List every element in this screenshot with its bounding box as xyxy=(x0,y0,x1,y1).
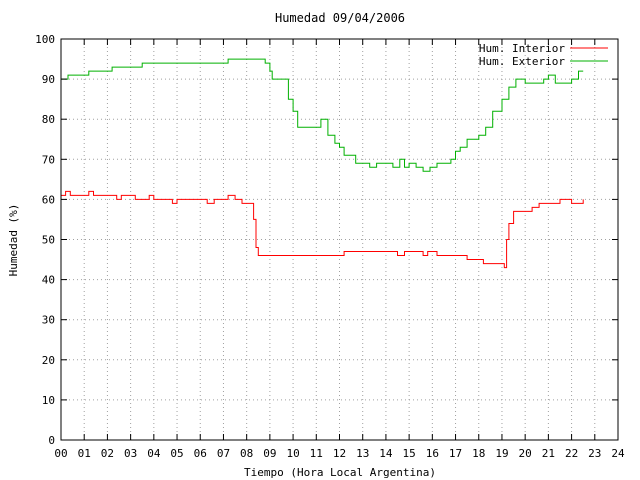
x-tick-label: 06 xyxy=(194,447,207,460)
x-tick-label: 12 xyxy=(333,447,346,460)
y-tick-label: 70 xyxy=(42,153,55,166)
grid-lines xyxy=(61,39,618,440)
y-tick-label: 100 xyxy=(35,33,55,46)
y-tick-label: 10 xyxy=(42,394,55,407)
chart-legend: Hum. Interior Hum. Exterior xyxy=(479,42,608,68)
y-tick-label: 90 xyxy=(42,73,55,86)
x-tick-label: 00 xyxy=(54,447,67,460)
legend-label-interior: Hum. Interior xyxy=(479,42,565,55)
x-tick-label: 11 xyxy=(310,447,323,460)
x-tick-label: 07 xyxy=(217,447,230,460)
chart-title: Humedad 09/04/2006 xyxy=(275,11,405,25)
legend-entry-exterior: Hum. Exterior xyxy=(479,55,608,68)
y-tick-label: 40 xyxy=(42,274,55,287)
x-tick-label: 23 xyxy=(588,447,601,460)
y-tick-label: 60 xyxy=(42,193,55,206)
x-tick-label: 16 xyxy=(426,447,439,460)
axis-ticks xyxy=(60,38,619,441)
x-tick-label: 19 xyxy=(495,447,508,460)
series-line-interior xyxy=(61,190,584,269)
y-tick-label: 80 xyxy=(42,113,55,126)
x-tick-label: 18 xyxy=(472,447,485,460)
legend-label-exterior: Hum. Exterior xyxy=(479,55,565,68)
x-tick-label: 14 xyxy=(379,447,393,460)
y-tick-label: 0 xyxy=(48,434,55,447)
y-tick-label: 20 xyxy=(42,354,55,367)
x-tick-label: 13 xyxy=(356,447,369,460)
x-tick-label: 01 xyxy=(78,447,91,460)
x-tick-label: 21 xyxy=(542,447,555,460)
x-tick-label: 15 xyxy=(403,447,416,460)
y-tick-label: 50 xyxy=(42,234,55,247)
x-tick-label: 08 xyxy=(240,447,253,460)
x-tick-label: 04 xyxy=(147,447,161,460)
y-tick-label: 30 xyxy=(42,314,55,327)
series-layer xyxy=(61,58,584,269)
x-tick-label: 09 xyxy=(263,447,276,460)
x-tick-label: 22 xyxy=(565,447,578,460)
x-tick-label: 02 xyxy=(101,447,114,460)
x-axis-tick-labels: 00 01 02 03 04 05 06 07 08 09 10 11 12 13 14 15 16 17 18 19… xyxy=(54,447,625,460)
x-axis-title: Tiempo (Hora Local Argentina) xyxy=(244,466,436,479)
x-tick-label: 03 xyxy=(124,447,137,460)
x-tick-label: 20 xyxy=(519,447,532,460)
x-tick-label: 05 xyxy=(170,447,183,460)
series-line-exterior xyxy=(61,58,584,172)
legend-entry-interior: Hum. Interior xyxy=(479,42,608,55)
y-axis-tick-labels: 0 10 20 30 40 50 60 70 80 90 100 xyxy=(35,33,55,447)
x-tick-label: 10 xyxy=(286,447,299,460)
x-tick-label: 24 xyxy=(611,447,625,460)
y-axis-title: Humedad (%) xyxy=(7,204,20,277)
x-tick-label: 17 xyxy=(449,447,462,460)
